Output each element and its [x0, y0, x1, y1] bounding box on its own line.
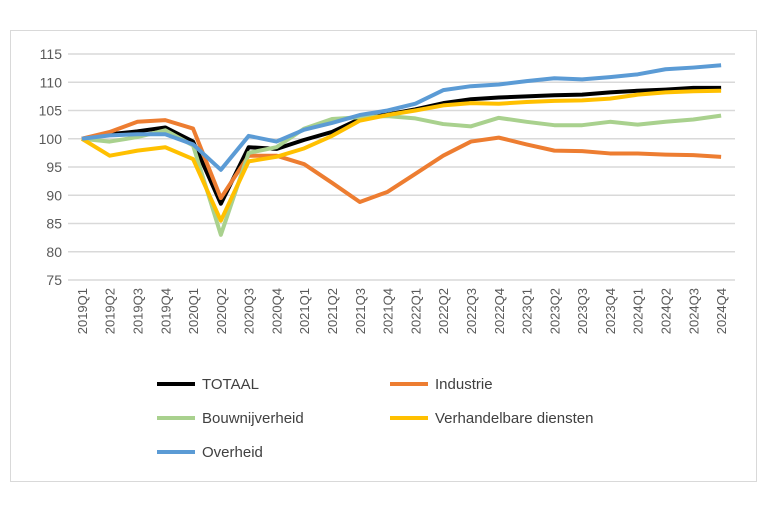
legend-label: Industrie: [435, 376, 493, 393]
x-tick-label: 2023Q1: [520, 288, 535, 334]
x-tick-label: 2021Q2: [325, 288, 340, 334]
x-tick-label: 2023Q3: [575, 288, 590, 334]
y-tick-label: 85: [46, 216, 62, 232]
y-tick-label: 75: [46, 272, 62, 288]
x-tick-label: 2023Q4: [603, 288, 618, 334]
x-tick-label: 2019Q4: [158, 288, 173, 334]
x-tick-label: 2019Q3: [130, 288, 145, 334]
y-tick-label: 115: [40, 46, 63, 62]
legend-label: Verhandelbare diensten: [435, 410, 593, 427]
y-tick-label: 95: [46, 159, 62, 175]
series-line-verhandelbare-diensten: [80, 88, 722, 223]
legend-label: TOTAAL: [202, 376, 259, 393]
x-tick-label: 2020Q2: [214, 288, 229, 334]
y-tick-label: 80: [46, 244, 62, 260]
x-tick-label: 2022Q2: [436, 288, 451, 334]
x-tick-label: 2022Q1: [408, 288, 423, 334]
y-tick-label: 90: [46, 187, 62, 203]
x-tick-label: 2019Q1: [75, 288, 90, 334]
x-tick-label: 2023Q2: [547, 288, 562, 334]
x-tick-label: 2021Q4: [381, 288, 396, 334]
series-line-industrie: [81, 118, 722, 205]
y-tick-label: 105: [39, 103, 63, 119]
y-tick-label: 100: [39, 131, 63, 147]
x-tick-label: 2024Q4: [714, 288, 729, 334]
x-tick-label: 2019Q2: [103, 288, 118, 334]
x-tick-label: 2024Q2: [659, 288, 674, 334]
x-tick-label: 2022Q3: [464, 288, 479, 334]
x-tick-label: 2021Q1: [297, 288, 312, 334]
series-line-overheid: [81, 63, 722, 172]
x-tick-label: 2024Q1: [631, 288, 646, 334]
chart-frame: [10, 30, 757, 482]
x-tick-label: 2022Q4: [492, 288, 507, 334]
x-tick-label: 2021Q3: [353, 288, 368, 334]
x-tick-label: 2020Q4: [269, 288, 284, 334]
legend-label: Overheid: [202, 444, 263, 461]
legend-label: Bouwnijverheid: [202, 410, 304, 427]
x-tick-label: 2020Q1: [186, 288, 201, 334]
x-tick-label: 2020Q3: [242, 288, 257, 334]
y-tick-label: 110: [40, 74, 63, 90]
x-tick-label: 2024Q3: [686, 288, 701, 334]
